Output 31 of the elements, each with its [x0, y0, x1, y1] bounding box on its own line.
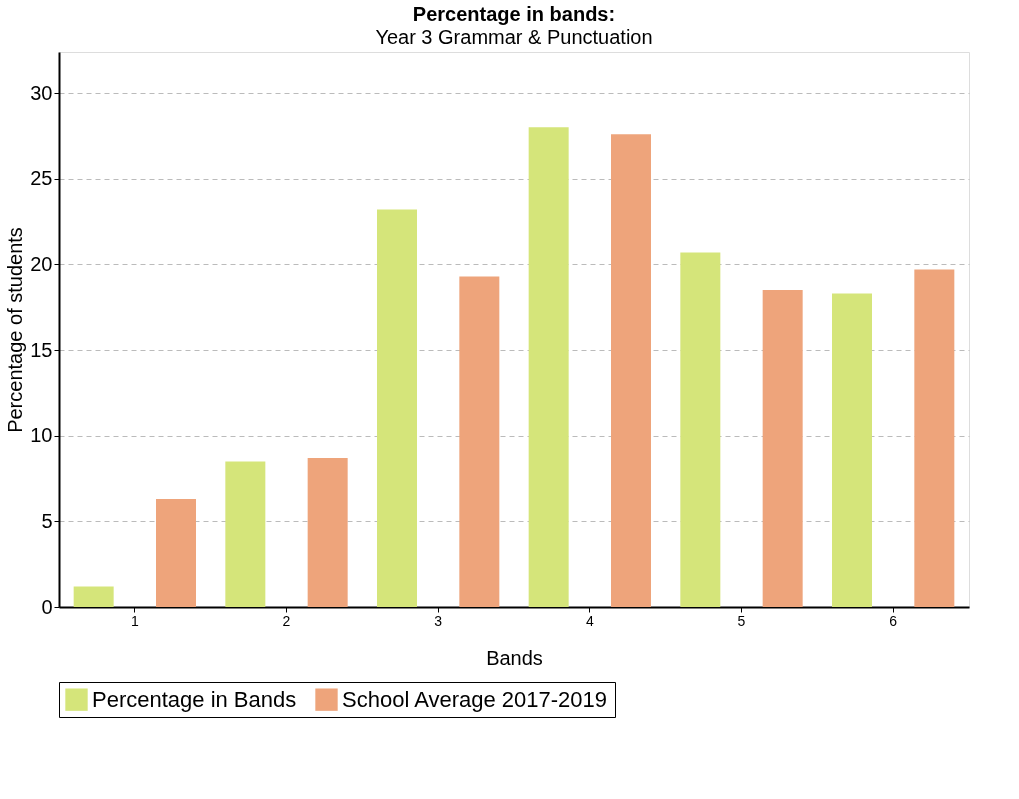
bar [156, 499, 196, 607]
legend-label: School Average 2017-2019 [342, 686, 608, 712]
bar [528, 127, 569, 607]
bar [459, 276, 500, 607]
y-axis-title: Percentage of students [4, 227, 27, 433]
bar [611, 134, 651, 607]
x-tick-label: 4 [585, 612, 594, 629]
bar [680, 252, 721, 607]
y-tick-label: 30 [30, 81, 53, 104]
x-tick-label: 5 [737, 612, 746, 629]
x-tick-label: 6 [889, 612, 898, 629]
x-tick-label: 1 [130, 612, 139, 629]
y-tick-label: 5 [41, 509, 53, 532]
bar [377, 209, 417, 607]
x-tick-label: 2 [282, 612, 291, 629]
x-tick-label: 3 [434, 612, 443, 629]
bar [914, 269, 955, 607]
y-tick-label: 15 [30, 338, 53, 361]
bar [832, 293, 872, 607]
bar [307, 457, 348, 607]
x-axis-title: Bands [486, 646, 543, 669]
chart-subtitle: Year 3 Grammar & Punctuation [375, 26, 653, 48]
y-tick-label: 10 [30, 424, 53, 447]
bar [73, 586, 114, 607]
chart-title: Percentage in bands: [412, 3, 616, 25]
y-tick-label: 0 [41, 595, 53, 618]
y-tick-label: 20 [30, 252, 53, 275]
bar [225, 461, 266, 607]
y-tick-label: 25 [30, 167, 53, 190]
legend-label: Percentage in Bands [92, 686, 297, 712]
bar [762, 290, 803, 607]
